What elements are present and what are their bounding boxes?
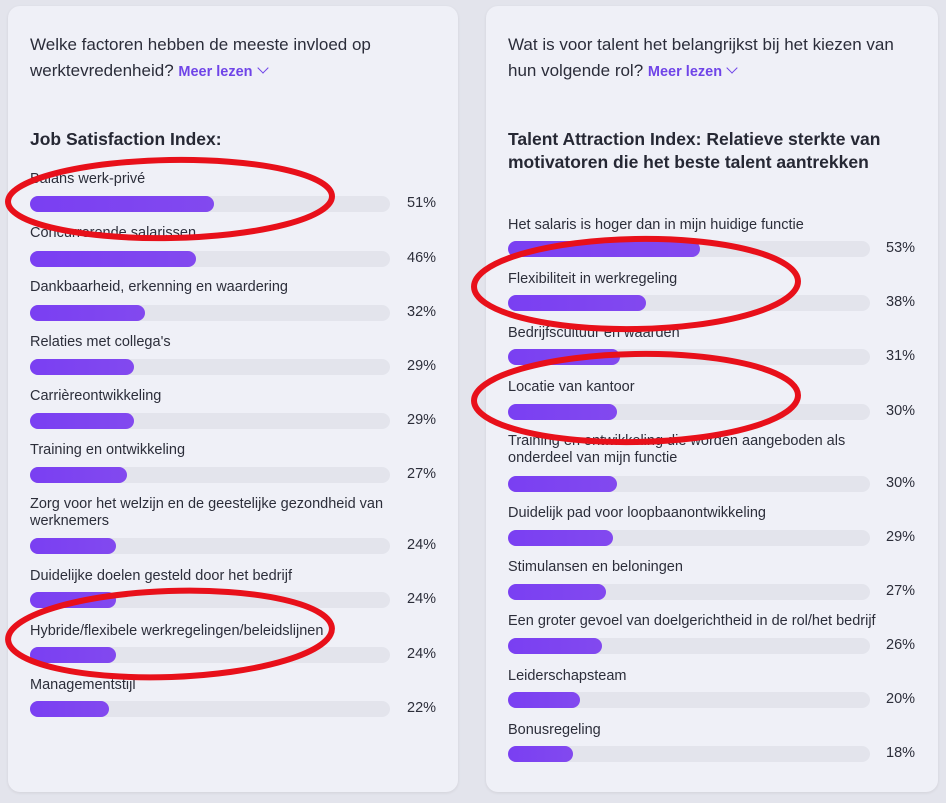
bar-dankbaarheid-erkenning-en-waardering <box>30 305 145 321</box>
bar-value-label: 30% <box>886 403 916 419</box>
bar-track <box>508 530 870 546</box>
bar-track <box>508 349 870 365</box>
bar-balans-werk-prive <box>30 196 214 212</box>
bar-track <box>508 584 870 600</box>
bar-track <box>30 359 390 375</box>
bar-value-label: 24% <box>407 591 437 607</box>
bar-track <box>30 196 390 212</box>
chevron-down-icon <box>256 62 269 74</box>
bar-label-flexibiliteit-in-werkregeling: Flexibiliteit in werkregeling <box>508 271 678 287</box>
bar-value-label: 27% <box>886 583 916 599</box>
bar-value-label: 26% <box>886 637 916 653</box>
bar-track <box>508 476 870 492</box>
bar-relaties-met-collega-s <box>30 359 134 375</box>
bar-label-training-en-ontwikkeling-die-worden-aang: Training en ontwikkeling die worden aang… <box>508 433 846 466</box>
left-read-more-label[interactable]: Meer lezen <box>178 64 253 80</box>
bar-track <box>508 638 870 654</box>
bar-value-label: 20% <box>886 691 916 707</box>
bar-training-en-ontwikkeling <box>30 467 127 483</box>
bar-track <box>508 404 870 420</box>
right-intro: Wat is voor talent het belangrijkst bij … <box>508 32 908 85</box>
bar-label-concurrerende-salarissen: Concurrerende salarissen <box>30 225 197 241</box>
bar-label-managementstijl: Managementstijl <box>30 677 136 693</box>
right-chart-title: Talent Attraction Index: Relatieve sterk… <box>508 129 881 172</box>
bar-stimulansen-en-beloningen <box>508 584 606 600</box>
bar-label-bonusregeling: Bonusregeling <box>508 722 601 738</box>
bar-label-relaties-met-collega-s: Relaties met collega's <box>30 334 171 350</box>
bar-value-label: 53% <box>886 240 916 256</box>
bar-label-locatie-van-kantoor: Locatie van kantoor <box>508 379 635 395</box>
bar-track <box>508 746 870 762</box>
bar-training-en-ontwikkeling-die-worden-aang <box>508 476 617 492</box>
bar-label-duidelijk-pad-voor-loopbaanontwikkeling: Duidelijk pad voor loopbaanontwikkeling <box>508 505 766 521</box>
right-read-more-label[interactable]: Meer lezen <box>647 64 723 80</box>
bar-value-label: 29% <box>886 529 916 545</box>
bar-track <box>508 295 870 311</box>
bar-track <box>30 592 390 608</box>
bar-label-zorg-voor-het-welzijn-en-de-geestelijke-: Zorg voor het welzijn en de geestelijke … <box>30 496 384 529</box>
bar-het-salaris-is-hoger-dan-in-mijn-huidige <box>508 241 700 257</box>
bar-locatie-van-kantoor <box>508 404 617 420</box>
bar-value-label: 46% <box>407 250 437 266</box>
bar-label-duidelijke-doelen-gesteld-door-het-bedri: Duidelijke doelen gesteld door het bedri… <box>30 568 292 584</box>
bar-label-stimulansen-en-beloningen: Stimulansen en beloningen <box>508 559 683 575</box>
right-read-more-link[interactable]: Meer lezen <box>647 62 738 80</box>
bar-track <box>508 692 870 708</box>
bar-value-label: 30% <box>886 475 916 491</box>
bar-label-leiderschapsteam: Leiderschapsteam <box>508 668 627 684</box>
bar-value-label: 32% <box>407 304 437 320</box>
bar-value-label: 51% <box>407 195 437 211</box>
bar-een-groter-gevoel-van-doelgerichtheid-in <box>508 638 602 654</box>
bar-hybride-flexibele-werkregelingen-beleids <box>30 647 116 663</box>
bar-label-dankbaarheid-erkenning-en-waardering: Dankbaarheid, erkenning en waardering <box>30 279 288 295</box>
bar-bonusregeling <box>508 746 573 762</box>
bar-value-label: 38% <box>886 294 916 310</box>
talent-attraction-panel: Wat is voor talent het belangrijkst bij … <box>486 6 938 792</box>
bar-value-label: 24% <box>407 537 437 553</box>
bar-track <box>508 241 870 257</box>
bar-flexibiliteit-in-werkregeling <box>508 295 646 311</box>
bar-zorg-voor-het-welzijn-en-de-geestelijke- <box>30 538 116 554</box>
bar-carriereontwikkeling <box>30 413 134 429</box>
bar-label-carriereontwikkeling: Carrièreontwikkeling <box>30 388 162 404</box>
job-satisfaction-panel: Welke factoren hebben de meeste invloed … <box>8 6 458 792</box>
bar-label-een-groter-gevoel-van-doelgerichtheid-in: Een groter gevoel van doelgerichtheid in… <box>508 613 876 629</box>
bar-track <box>30 647 390 663</box>
bar-leiderschapsteam <box>508 692 580 708</box>
left-read-more-link[interactable]: Meer lezen <box>178 62 269 80</box>
bar-value-label: 29% <box>407 412 437 428</box>
bar-track <box>30 305 390 321</box>
bar-value-label: 29% <box>407 358 437 374</box>
bar-value-label: 31% <box>886 348 916 364</box>
right-intro-text: Wat is voor talent het belangrijkst bij … <box>508 35 894 80</box>
bar-value-label: 18% <box>886 745 916 761</box>
bar-value-label: 27% <box>407 466 437 482</box>
bar-managementstijl <box>30 701 109 717</box>
bar-duidelijke-doelen-gesteld-door-het-bedri <box>30 592 116 608</box>
bar-label-balans-werk-prive: Balans werk-privé <box>30 171 146 187</box>
bar-track <box>30 251 390 267</box>
left-intro-text: Welke factoren hebben de meeste invloed … <box>30 35 371 80</box>
chevron-down-icon <box>726 62 738 74</box>
bar-label-training-en-ontwikkeling: Training en ontwikkeling <box>30 442 186 458</box>
bar-concurrerende-salarissen <box>30 251 196 267</box>
bar-value-label: 24% <box>407 646 437 662</box>
bar-label-het-salaris-is-hoger-dan-in-mijn-huidige: Het salaris is hoger dan in mijn huidige… <box>508 217 804 233</box>
bar-label-bedrijfscultuur-en-waarden: Bedrijfscultuur en waarden <box>508 325 680 341</box>
bar-track <box>30 467 390 483</box>
bar-bedrijfscultuur-en-waarden <box>508 349 620 365</box>
bar-value-label: 22% <box>407 700 437 716</box>
bar-duidelijk-pad-voor-loopbaanontwikkeling <box>508 530 613 546</box>
bar-track <box>30 701 390 717</box>
bar-label-hybride-flexibele-werkregelingen-beleids: Hybride/flexibele werkregelingen/beleids… <box>30 623 324 639</box>
left-intro: Welke factoren hebben de meeste invloed … <box>30 32 430 85</box>
bar-track <box>30 538 390 554</box>
left-chart-title: Job Satisfaction Index: <box>30 129 222 149</box>
bar-track <box>30 413 390 429</box>
